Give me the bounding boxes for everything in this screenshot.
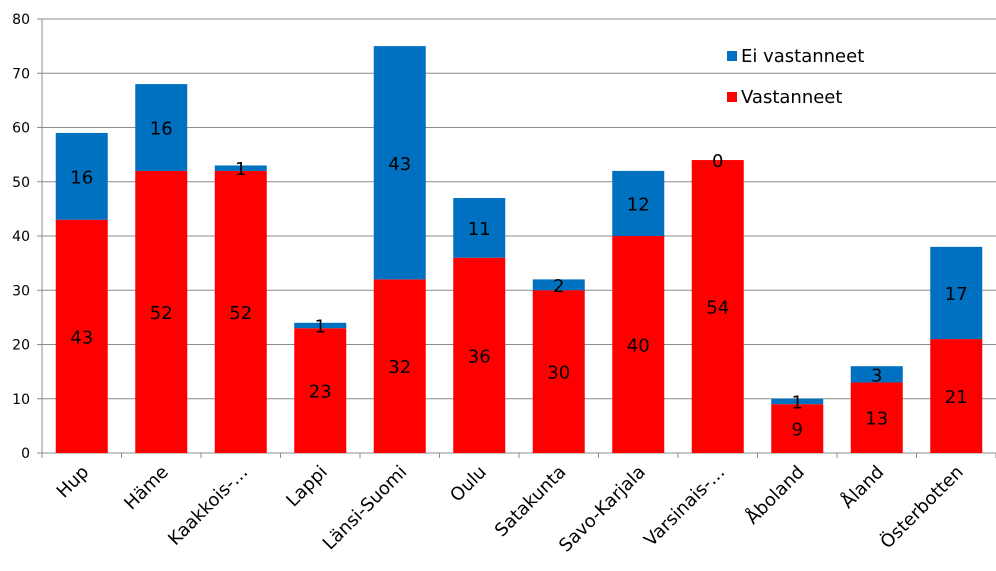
x-category-label: Häme xyxy=(120,462,172,514)
x-category-label: Österbotten xyxy=(876,461,968,553)
bar-ei-vastanneet xyxy=(135,84,188,171)
y-tick-label: 60 xyxy=(12,121,30,137)
data-label-vastanneet: 52 xyxy=(229,303,252,324)
legend-label: Vastanneet xyxy=(741,87,842,108)
x-category-label: Varsinais-… xyxy=(640,462,729,551)
legend: Ei vastanneet Vastanneet xyxy=(727,46,864,108)
bars xyxy=(55,46,983,454)
data-label-vastanneet: 13 xyxy=(865,409,888,430)
y-tick-label: 50 xyxy=(12,175,30,191)
data-label-ei-vastanneet: 3 xyxy=(871,365,882,386)
bar-ei-vastanneet xyxy=(850,366,903,383)
gridlines xyxy=(42,18,996,454)
x-category-label: Oulu xyxy=(446,462,491,507)
data-label-ei-vastanneet: 1 xyxy=(315,317,326,338)
x-category-label: Lappi xyxy=(282,462,331,511)
x-category-label: Åland xyxy=(837,461,889,513)
data-label-ei-vastanneet: 2 xyxy=(553,276,564,297)
bar-vastanneet xyxy=(373,279,426,453)
legend-swatch xyxy=(727,92,737,102)
bar-ei-vastanneet xyxy=(373,46,426,280)
data-label-vastanneet: 54 xyxy=(706,298,729,319)
data-label-vastanneet: 30 xyxy=(547,363,570,384)
bar-ei-vastanneet xyxy=(771,398,824,405)
x-category-label: Hup xyxy=(53,462,94,503)
data-label-vastanneet: 52 xyxy=(150,303,173,324)
x-category-label: Länsi-Suomi xyxy=(319,462,411,554)
y-tick-label: 10 xyxy=(12,392,30,408)
data-label-vastanneet: 36 xyxy=(468,346,491,367)
bar-vastanneet xyxy=(930,339,983,453)
y-tick-label: 80 xyxy=(12,12,30,28)
bar-ei-vastanneet xyxy=(453,198,506,258)
legend-label: Ei vastanneet xyxy=(741,46,864,67)
bar-vastanneet xyxy=(850,382,903,453)
data-label-ei-vastanneet: 11 xyxy=(468,219,491,240)
data-label-ei-vastanneet: 16 xyxy=(150,119,173,140)
data-label-vastanneet: 21 xyxy=(945,387,968,408)
bar-vastanneet xyxy=(135,170,188,453)
data-label-vastanneet: 43 xyxy=(70,327,93,348)
y-tick-label: 0 xyxy=(21,446,30,462)
bar-vastanneet xyxy=(294,328,347,453)
data-label-ei-vastanneet: 0 xyxy=(712,151,723,172)
data-label-vastanneet: 40 xyxy=(627,336,650,357)
data-labels: 43 16 52 16 52 1 23 1 32 43 36 11 30 2 40 12 54 0 9 1 13 3 21 1… xyxy=(70,119,967,441)
data-label-vastanneet: 23 xyxy=(309,382,332,403)
data-label-ei-vastanneet: 43 xyxy=(388,154,411,175)
x-category-label: Kaakkois-… xyxy=(164,462,252,550)
bar-ei-vastanneet xyxy=(612,170,665,236)
bar-vastanneet xyxy=(771,404,824,453)
bar-ei-vastanneet xyxy=(532,279,585,291)
bar-ei-vastanneet xyxy=(294,322,347,329)
bar-vastanneet xyxy=(612,236,665,453)
y-tick-label: 20 xyxy=(12,338,30,354)
data-label-ei-vastanneet: 16 xyxy=(70,167,93,188)
y-tick-label: 40 xyxy=(12,229,30,245)
data-label-ei-vastanneet: 12 xyxy=(627,194,650,215)
data-label-ei-vastanneet: 17 xyxy=(945,284,968,305)
data-label-vastanneet: 9 xyxy=(792,420,803,441)
bar-ei-vastanneet xyxy=(55,132,108,220)
y-tick-label: 70 xyxy=(12,66,30,82)
bar-vastanneet xyxy=(532,290,585,453)
data-label-ei-vastanneet: 1 xyxy=(792,392,803,413)
bar-vastanneet xyxy=(55,219,108,453)
bar-ei-vastanneet xyxy=(930,246,983,340)
data-label-ei-vastanneet: 1 xyxy=(235,159,246,180)
bar-ei-vastanneet xyxy=(214,165,267,171)
data-label-vastanneet: 32 xyxy=(388,357,411,378)
bar-vastanneet xyxy=(214,170,267,453)
bar-vastanneet xyxy=(691,160,744,454)
bar-vastanneet xyxy=(453,257,506,453)
legend-swatch xyxy=(727,51,737,61)
x-category-label: Åboland xyxy=(741,461,809,529)
y-tick-label: 30 xyxy=(12,283,30,299)
x-category-label: Satakunta xyxy=(491,462,570,541)
